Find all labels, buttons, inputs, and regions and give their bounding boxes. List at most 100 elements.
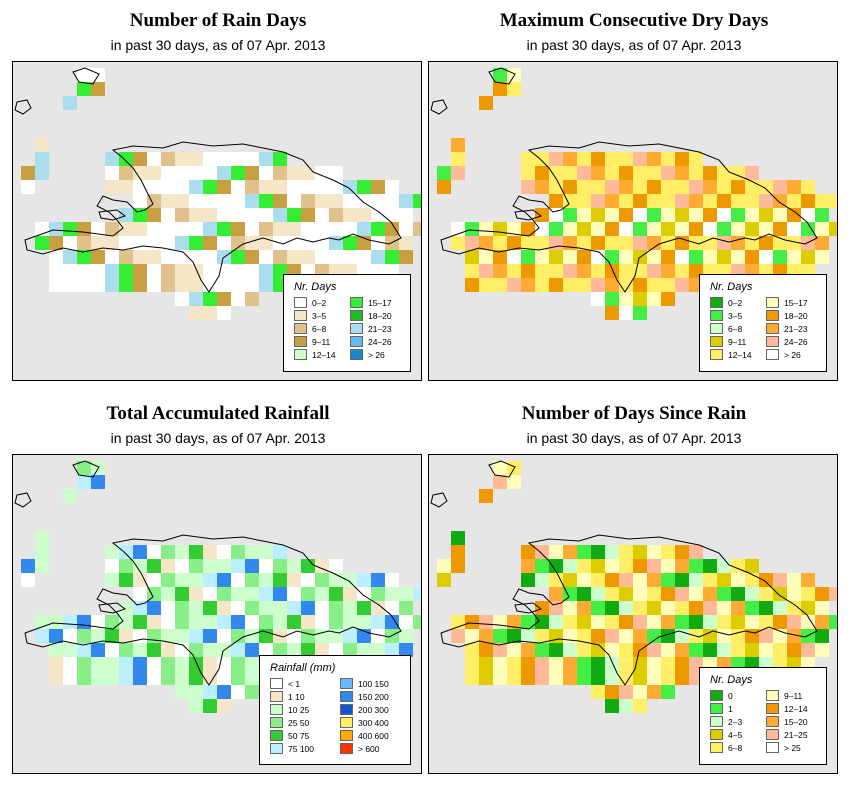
raster-cell <box>675 152 689 166</box>
raster-cell <box>647 601 661 615</box>
raster-cell <box>647 236 661 250</box>
raster-cell <box>119 657 133 671</box>
raster-cell <box>787 180 801 194</box>
raster-cell <box>385 643 399 657</box>
raster-cell <box>437 573 451 587</box>
raster-cell <box>77 250 91 264</box>
raster-cell <box>245 573 259 587</box>
legend-item: 0 <box>710 690 733 702</box>
map-grid <box>14 67 421 320</box>
legend-item: 21–23 <box>766 323 808 335</box>
raster-cell <box>343 194 357 208</box>
raster-cell <box>49 278 63 292</box>
raster-cell <box>259 643 273 657</box>
raster-cell <box>315 573 329 587</box>
raster-cell <box>815 615 829 629</box>
legend-swatch <box>294 323 307 335</box>
raster-cell <box>675 643 689 657</box>
raster-cell <box>105 250 119 264</box>
raster-cell <box>549 152 563 166</box>
raster-cell <box>133 264 147 278</box>
raster-cell <box>759 208 773 222</box>
raster-cell <box>801 222 815 236</box>
raster-cell <box>399 601 413 615</box>
raster-cell <box>147 264 161 278</box>
raster-cell <box>675 573 689 587</box>
raster-cell <box>189 629 203 643</box>
raster-cell <box>717 629 731 643</box>
raster-cell <box>731 629 745 643</box>
raster-cell <box>465 278 479 292</box>
legend-swatch <box>766 310 779 322</box>
raster-cell <box>259 573 273 587</box>
raster-cell <box>689 152 703 166</box>
raster-cell <box>689 180 703 194</box>
raster-cell <box>301 615 315 629</box>
raster-cell <box>591 601 605 615</box>
island-outline <box>72 460 100 478</box>
raster-cell <box>633 559 647 573</box>
raster-cell <box>105 615 119 629</box>
raster-cell <box>647 152 661 166</box>
raster-cell <box>619 545 633 559</box>
raster-cell <box>647 180 661 194</box>
raster-cell <box>189 559 203 573</box>
raster-cell <box>521 671 535 685</box>
raster-cell <box>577 208 591 222</box>
raster-cell <box>231 685 245 699</box>
raster-cell <box>105 236 119 250</box>
raster-cell <box>633 208 647 222</box>
raster-cell <box>647 194 661 208</box>
raster-cell <box>301 250 315 264</box>
raster-cell <box>371 629 385 643</box>
raster-cell <box>399 208 413 222</box>
legend-item: 12–14 <box>294 349 336 361</box>
raster-cell <box>801 208 815 222</box>
raster-cell <box>759 587 773 601</box>
panel-rainfall: Total Accumulated Rainfall in past 30 da… <box>12 393 424 774</box>
raster-cell <box>577 629 591 643</box>
raster-cell <box>63 489 77 503</box>
raster-cell <box>273 615 287 629</box>
raster-cell <box>147 545 161 559</box>
raster-cell <box>633 292 647 306</box>
raster-cell <box>703 559 717 573</box>
raster-cell <box>745 615 759 629</box>
raster-cell <box>703 208 717 222</box>
raster-cell <box>147 573 161 587</box>
raster-cell <box>717 559 731 573</box>
raster-cell <box>259 545 273 559</box>
raster-cell <box>259 264 273 278</box>
raster-cell <box>493 475 507 489</box>
legend-swatch <box>766 349 779 361</box>
raster-cell <box>591 250 605 264</box>
legend-swatch <box>350 297 363 309</box>
raster-cell <box>189 152 203 166</box>
legend-swatch <box>766 729 779 741</box>
panel-dry-days: Maximum Consecutive Dry Days in past 30 … <box>428 0 840 381</box>
raster-cell <box>133 250 147 264</box>
raster-cell <box>619 180 633 194</box>
raster-cell <box>357 250 371 264</box>
raster-cell <box>675 250 689 264</box>
raster-cell <box>759 615 773 629</box>
raster-cell <box>451 166 465 180</box>
raster-cell <box>49 657 63 671</box>
raster-cell <box>507 643 521 657</box>
raster-cell <box>175 685 189 699</box>
raster-cell <box>231 208 245 222</box>
raster-cell <box>605 222 619 236</box>
raster-cell <box>703 250 717 264</box>
raster-cell <box>535 208 549 222</box>
raster-cell <box>231 180 245 194</box>
raster-cell <box>105 166 119 180</box>
raster-cell <box>119 250 133 264</box>
raster-cell <box>703 573 717 587</box>
raster-cell <box>745 601 759 615</box>
legend-swatch <box>340 743 353 755</box>
raster-cell <box>245 685 259 699</box>
raster-cell <box>675 194 689 208</box>
raster-cell <box>437 166 451 180</box>
raster-cell <box>605 264 619 278</box>
raster-cell <box>591 208 605 222</box>
